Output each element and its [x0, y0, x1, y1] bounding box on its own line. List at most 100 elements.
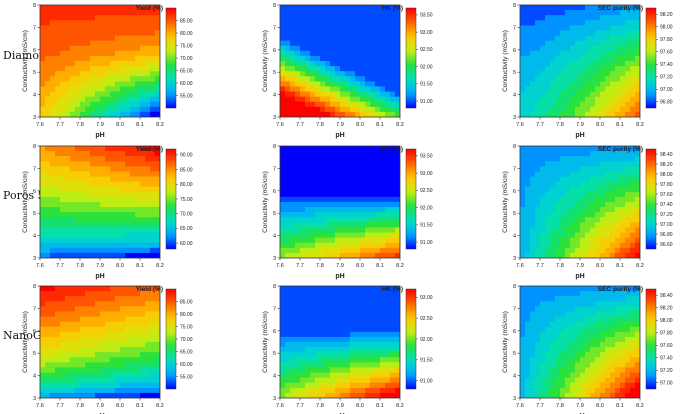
contour-cell: [625, 15, 631, 21]
contour-cell: [535, 212, 541, 218]
contour-cell: [355, 336, 361, 343]
contour-cell: [335, 166, 341, 173]
contour-cell: [555, 191, 561, 198]
contour-cell: [365, 96, 371, 103]
colorbar-tick-label: 93.50: [420, 13, 433, 19]
contour-cell: [80, 357, 86, 363]
contour-cell: [95, 331, 101, 338]
contour-cell: [550, 342, 556, 348]
contour-cell: [605, 196, 611, 203]
contour-cell: [590, 347, 596, 353]
contour-cell: [375, 316, 381, 323]
contour-cell: [55, 86, 61, 93]
contour-cell: [95, 321, 101, 328]
contour-cell: [120, 81, 126, 88]
contour-cell: [125, 20, 131, 26]
contour-cell: [310, 61, 316, 67]
contour-cell: [130, 186, 136, 193]
contour-cell: [145, 50, 151, 57]
contour-cell: [620, 106, 626, 113]
contour-cell: [330, 342, 336, 348]
contour-cell: [345, 91, 351, 98]
contour-cell: [385, 191, 391, 198]
contour-cell: [570, 45, 576, 52]
contour-cell: [55, 45, 61, 52]
contour-cell: [595, 181, 601, 188]
contour-cell: [85, 10, 91, 16]
colorbar-tick-label: 70.00: [180, 56, 193, 62]
contour-cell: [75, 81, 81, 88]
contour-cell: [565, 222, 571, 229]
contour-cell: [90, 291, 96, 297]
contour-cell: [520, 347, 526, 353]
contour-cell: [630, 247, 636, 254]
contour-cell: [335, 306, 341, 313]
contour-cell: [365, 106, 371, 113]
contour-cell: [555, 151, 561, 157]
contour-cell: [100, 247, 106, 254]
contour-cell: [50, 146, 56, 152]
contour-cell: [625, 151, 631, 157]
contour-cell: [120, 207, 126, 213]
contour-cell: [530, 247, 536, 254]
contour-cell: [65, 311, 71, 318]
contour-cell: [315, 291, 321, 297]
contour-cell: [335, 191, 341, 198]
contour-cell: [340, 176, 346, 183]
contour-cell: [325, 91, 331, 98]
contour-cell: [540, 217, 546, 223]
contour-cell: [285, 91, 291, 98]
contour-cell: [105, 331, 111, 338]
contour-cell: [285, 291, 291, 297]
contour-cell: [40, 392, 46, 398]
contour-cell: [580, 362, 586, 369]
contour-cell: [90, 81, 96, 88]
contour-cell: [315, 181, 321, 188]
contour-cell: [295, 176, 301, 183]
contour-cell: [150, 237, 156, 244]
contour-cell: [280, 171, 286, 178]
contour-cell: [545, 352, 551, 358]
contour-cell: [80, 217, 86, 223]
contour-cell: [320, 331, 326, 338]
contour-cell: [375, 101, 381, 108]
contour-cell: [120, 111, 126, 117]
contour-cell: [50, 91, 56, 98]
contour-cell: [345, 227, 351, 234]
x-tick-label: 8.2: [156, 403, 164, 409]
contour-cell: [560, 301, 566, 307]
contour-cell: [345, 372, 351, 379]
contour-cell: [110, 237, 116, 244]
contour-cell: [70, 106, 76, 113]
contour-cell: [295, 146, 301, 152]
contour-cell: [530, 55, 536, 62]
contour-cell: [555, 40, 561, 47]
contour-cell: [520, 106, 526, 113]
contour-cell: [335, 10, 341, 16]
contour-cell: [115, 30, 121, 37]
contour-cell: [305, 171, 311, 178]
contour-cell: [595, 326, 601, 333]
contour-cell: [300, 352, 306, 358]
contour-cell: [295, 30, 301, 37]
contour-cell: [150, 326, 156, 333]
contour-cell: [370, 247, 376, 254]
contour-cell: [100, 242, 106, 249]
contour-cell: [290, 15, 296, 21]
contour-cell: [110, 35, 116, 42]
contour-cell: [135, 242, 141, 249]
contour-cell: [290, 176, 296, 183]
contour-cell: [525, 156, 531, 162]
contour-cell: [550, 336, 556, 343]
contour-cell: [305, 311, 311, 318]
contour-cell: [395, 331, 400, 338]
contour-cell: [600, 392, 606, 398]
contour-cell: [140, 372, 146, 379]
contour-cell: [395, 347, 400, 353]
contour-cell: [55, 296, 61, 302]
contour-cell: [105, 111, 111, 117]
contour-cell: [360, 372, 366, 379]
contour-cell: [320, 227, 326, 234]
contour-cell: [540, 347, 546, 353]
contour-cell: [365, 35, 371, 42]
